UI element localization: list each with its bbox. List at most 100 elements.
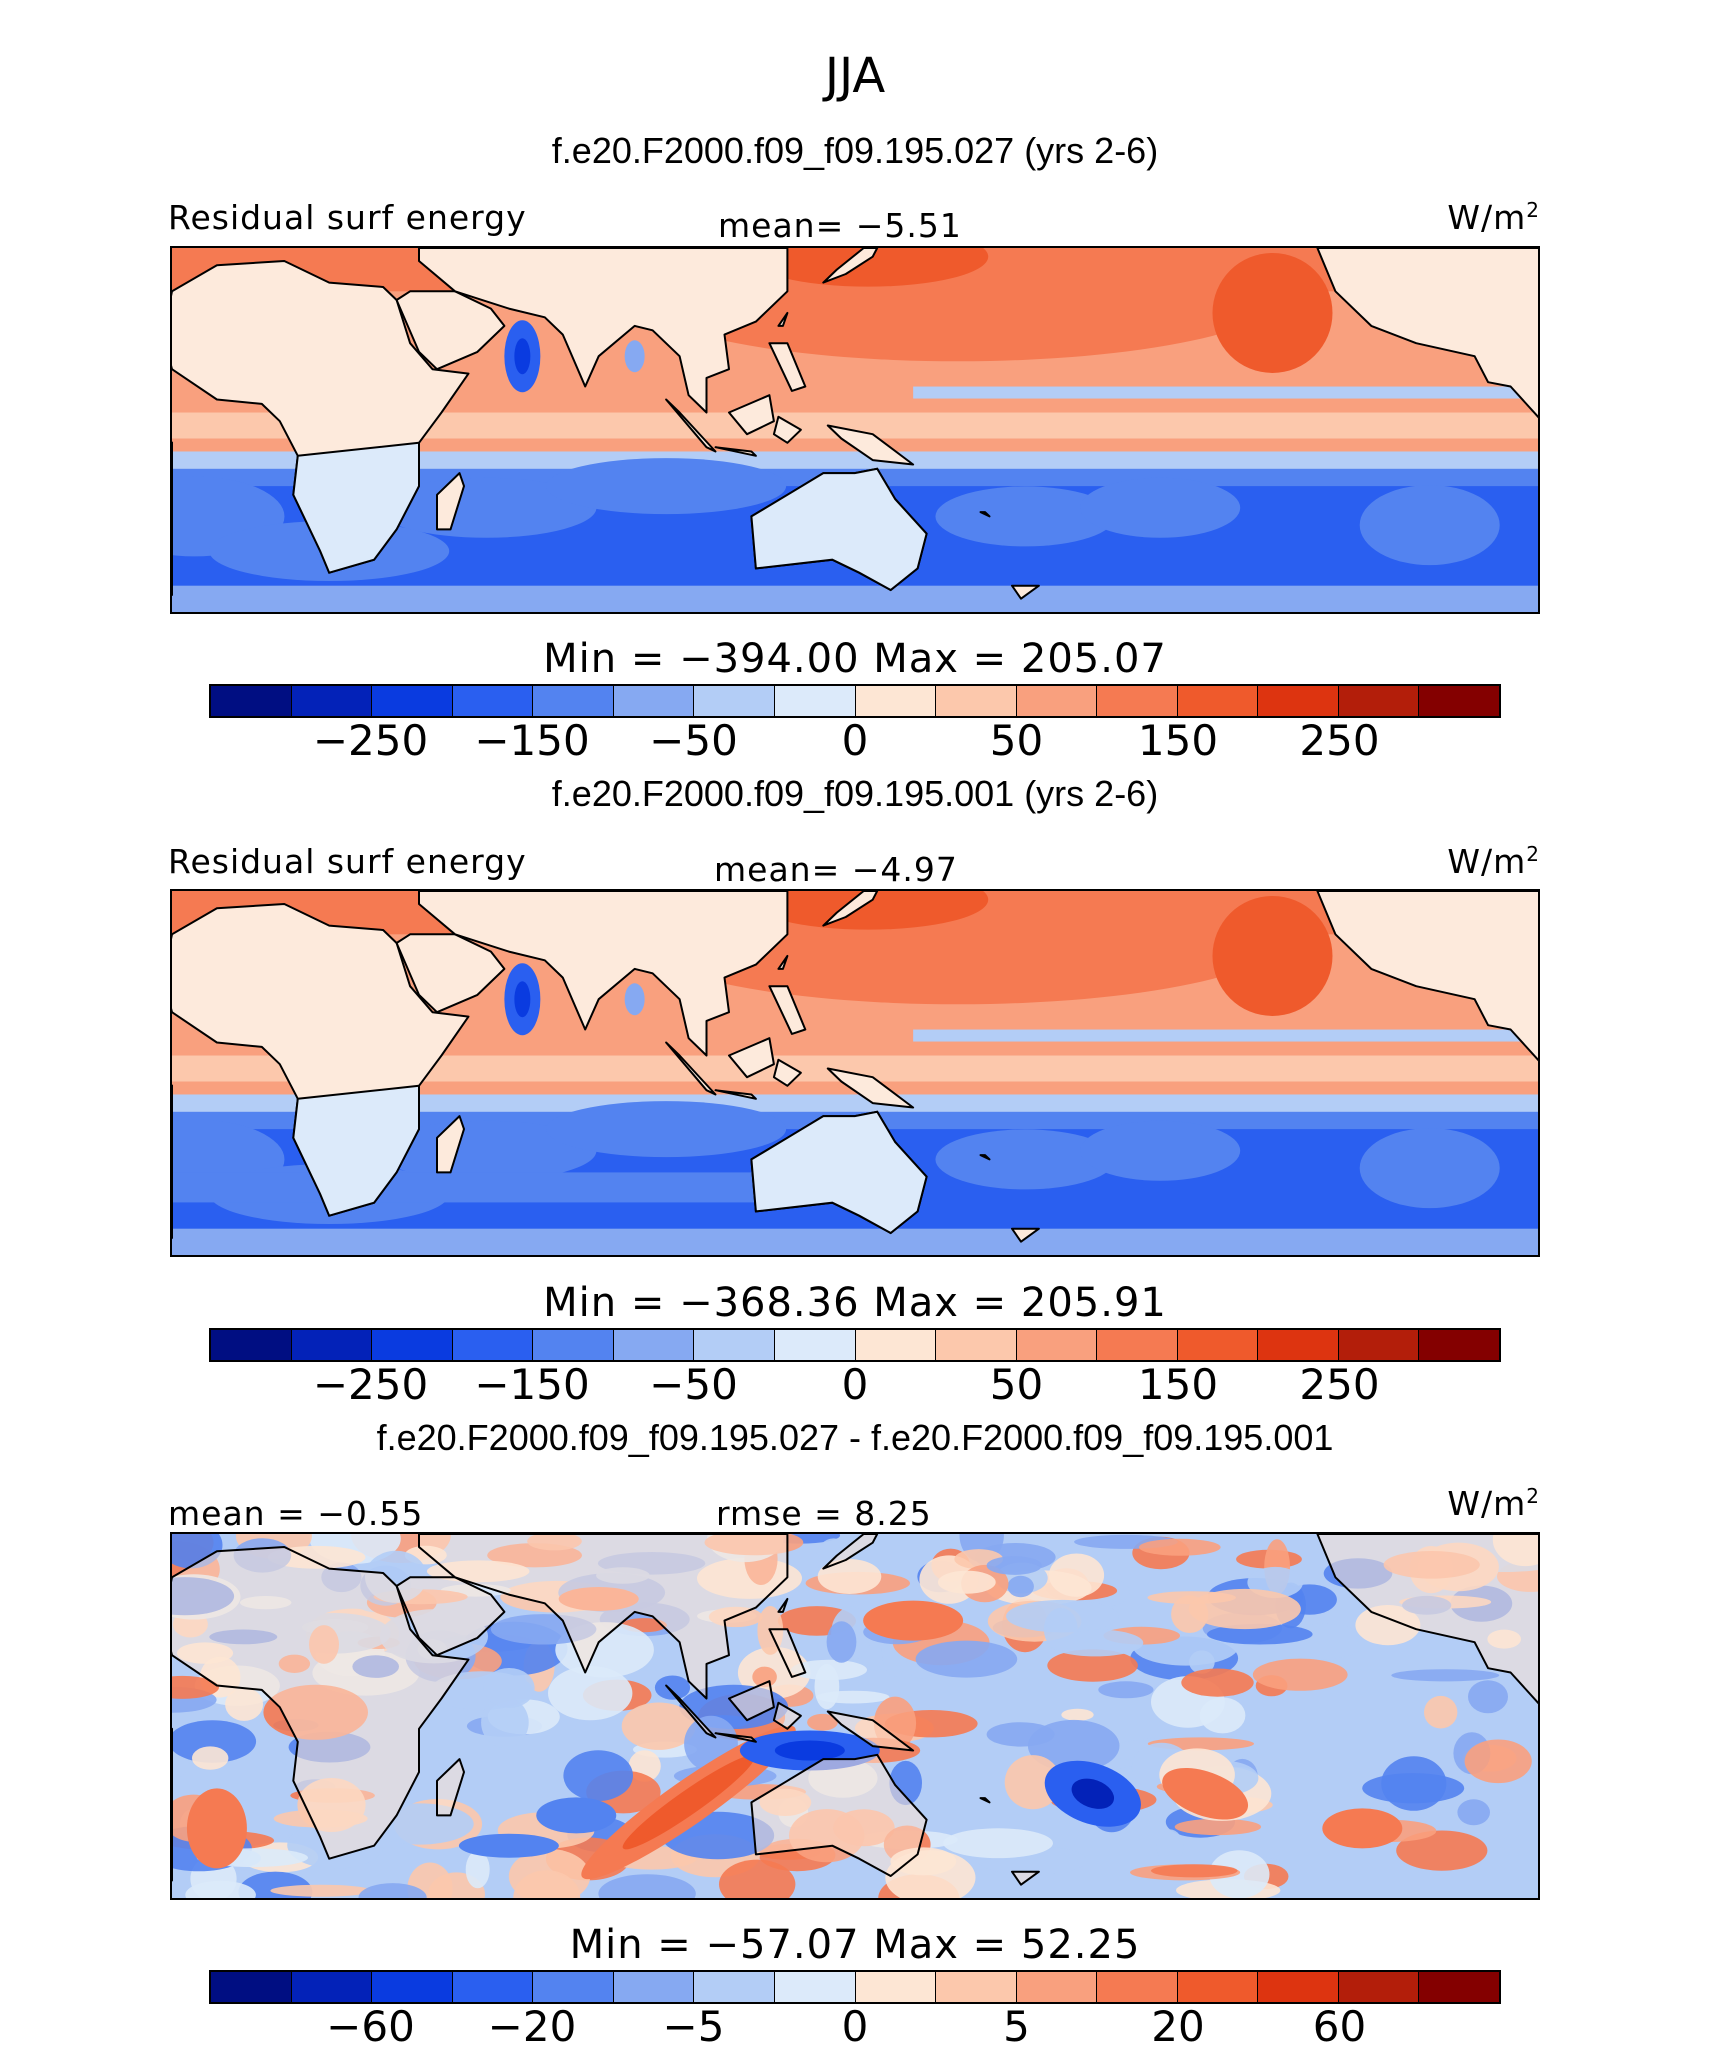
diff-patch: [192, 1746, 229, 1770]
field-band: [172, 585, 1538, 612]
colorbar-swatch: [291, 1330, 373, 1360]
diff-patch: [1391, 1669, 1500, 1682]
coastline: [979, 511, 991, 518]
diff-feature: [622, 1755, 755, 1850]
coastline: [172, 1546, 470, 1860]
colorbar-swatch: [1097, 1330, 1178, 1360]
coastline: [714, 446, 757, 457]
colorbar-swatch: [1177, 686, 1259, 716]
colorbar-swatch: [1258, 686, 1339, 716]
panel-1-min-max: Min = −394.00 Max = 205.07: [543, 636, 1167, 682]
colorbar-swatch: [855, 1972, 937, 2002]
field-patch: [376, 477, 597, 538]
colorbar-tick-label: 5: [1003, 2002, 1030, 2051]
diff-feature: [1071, 1778, 1115, 1809]
diff-patch: [1464, 1739, 1532, 1784]
coastline: [418, 1534, 789, 1700]
colorbar-tick-label: 60: [1312, 2002, 1367, 2051]
field-patch: [624, 340, 645, 373]
panel-1-map: [170, 246, 1540, 614]
panel-1-mean-label: mean= −5.51: [718, 206, 962, 245]
colorbar-swatch: [211, 1330, 292, 1360]
panel-1-case-title: f.e20.F2000.f09_f09.195.027 (yrs 2-6): [551, 130, 1159, 171]
diff-patch: [791, 1659, 867, 1681]
colorbar-swatch: [452, 1330, 534, 1360]
coastline: [979, 1154, 991, 1161]
field-patch: [1080, 1120, 1241, 1181]
coastline: [436, 472, 465, 531]
diff-patch: [465, 1850, 490, 1889]
panel-2-min-max: Min = −368.36 Max = 205.91: [543, 1280, 1167, 1326]
coastline: [750, 1753, 928, 1877]
coastline: [665, 1684, 717, 1739]
diff-patch: [185, 1880, 256, 1898]
field-patch: [1359, 485, 1500, 566]
colorbar-tick-label: 50: [989, 1360, 1044, 1409]
diff-patch: [621, 1702, 696, 1750]
diff-patch: [817, 1559, 882, 1594]
coastline: [714, 1089, 757, 1100]
field-patch: [624, 983, 645, 1016]
panel-2-variable-label: Residual surf energy: [168, 842, 527, 881]
coastline: [436, 1115, 465, 1174]
colorbar-swatch: [372, 1330, 453, 1360]
diff-patch: [598, 1874, 696, 1898]
panel-3-map: [170, 1532, 1540, 1900]
colorbar-swatch: [1016, 1330, 1098, 1360]
diff-patch: [481, 1697, 529, 1748]
colorbar-tick-label: −50: [649, 716, 738, 765]
field-patch: [935, 486, 1116, 547]
coastline: [777, 1597, 789, 1613]
panel-1-colorbar: [209, 684, 1501, 718]
coastline: [777, 954, 789, 970]
panel-2-units: W/m2: [1447, 842, 1540, 881]
colorbar-swatch: [1338, 686, 1420, 716]
southern-africa-land: [292, 441, 420, 574]
coastline: [768, 1628, 807, 1678]
colorbar-swatch: [774, 1330, 856, 1360]
diff-patch: [1207, 1623, 1313, 1645]
diff-patch: [1396, 1830, 1488, 1871]
coastline: [822, 1534, 879, 1570]
diff-patch: [1043, 1607, 1078, 1651]
colorbar-swatch: [774, 1972, 856, 2002]
colorbar-swatch: [211, 1972, 292, 2002]
diff-patch: [358, 1883, 427, 1898]
coastline: [1316, 1534, 1538, 1705]
colorbar-swatch: [372, 686, 453, 716]
diff-patch: [1061, 1708, 1094, 1721]
colorbar-swatch: [694, 1330, 775, 1360]
diff-patch: [1252, 1658, 1348, 1691]
colorbar-swatch: [855, 686, 937, 716]
diff-feature: [774, 1740, 845, 1761]
colorbar-tick-label: −5: [662, 2002, 725, 2051]
colorbar-swatch: [533, 686, 614, 716]
colorbar-swatch: [855, 1330, 937, 1360]
field-band: [172, 1172, 779, 1203]
colorbar-tick-label: −150: [474, 716, 590, 765]
colorbar-swatch: [291, 1972, 373, 2002]
southern-africa-land: [292, 1084, 420, 1217]
diff-patch: [513, 1870, 581, 1898]
field-band: [913, 1029, 1538, 1042]
diff-patch: [172, 1675, 219, 1699]
colorbar-swatch: [774, 686, 856, 716]
field-map-svg: [172, 891, 1538, 1255]
diff-patch: [719, 1859, 796, 1898]
diff-patch: [1151, 1864, 1238, 1878]
colorbar-swatch: [936, 1330, 1017, 1360]
diff-patch: [752, 1666, 777, 1688]
field-patch: [1212, 895, 1333, 1016]
colorbar-swatch: [211, 686, 292, 716]
colorbar-tick-label: −250: [312, 716, 429, 765]
colorbar-tick-label: 250: [1299, 1360, 1380, 1409]
coastline: [1011, 584, 1040, 600]
coastline: [822, 248, 879, 284]
coastline: [772, 415, 802, 444]
field-map-svg: [172, 248, 1538, 612]
colorbar-tick-label: 150: [1137, 1360, 1219, 1409]
diff-patch: [1047, 1649, 1138, 1682]
colorbar-tick-label: −250: [312, 1360, 429, 1409]
colorbar-swatch: [1097, 1972, 1178, 2002]
field-patch: [546, 458, 787, 515]
